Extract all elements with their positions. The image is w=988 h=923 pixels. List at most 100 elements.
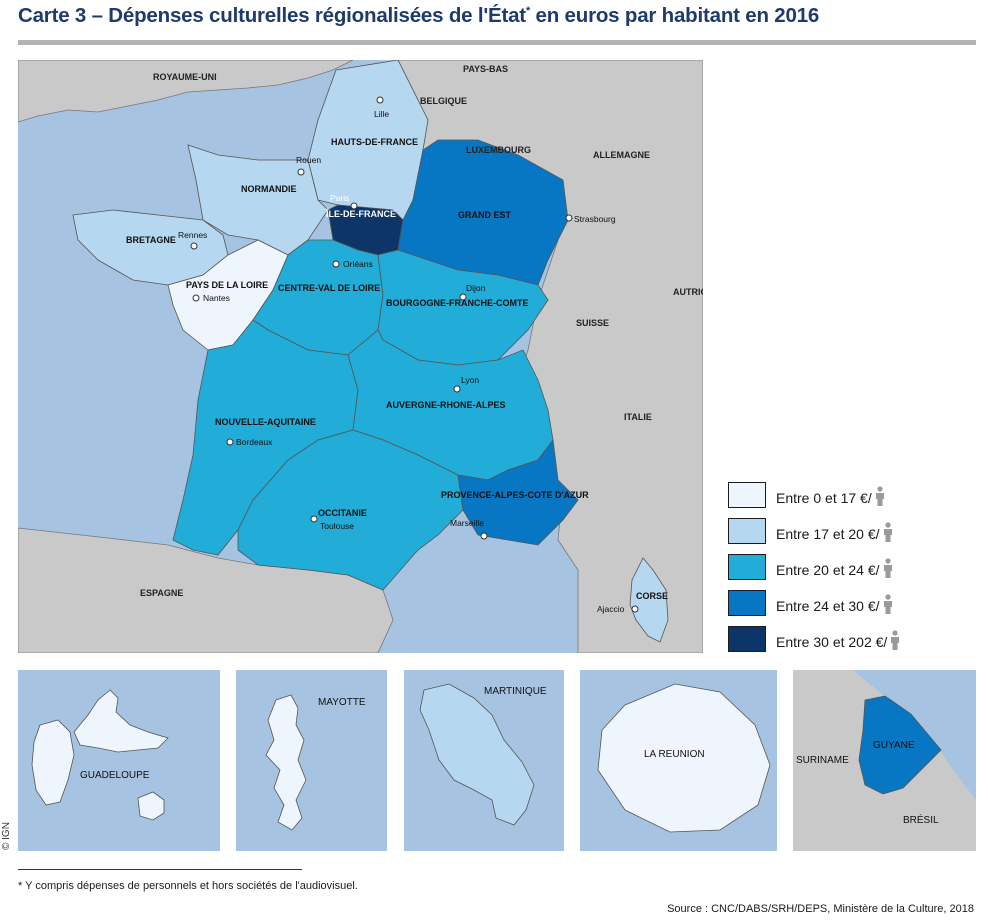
- city-dijon-label: Dijon: [466, 283, 486, 293]
- reunion-shape: [597, 683, 771, 833]
- legend-label: Entre 17 et 20 €/: [776, 526, 880, 542]
- legend-label-wrap: Entre 24 et 30 €/: [776, 594, 894, 614]
- person-icon: [883, 594, 892, 614]
- legend-item-17-20: Entre 17 et 20 €/: [728, 518, 978, 548]
- city-rouen-label: Rouen: [296, 155, 321, 165]
- footnote: * Y compris dépenses de personnels et ho…: [18, 880, 358, 892]
- guyane-shape: [858, 695, 942, 795]
- legend-label: Entre 20 et 24 €/: [776, 562, 880, 578]
- city-orleans-label: Orléans: [343, 259, 373, 269]
- label-ile-de-france: ÎLE-DE-FRANCE: [325, 208, 396, 219]
- city-bordeaux-label: Bordeaux: [236, 437, 273, 447]
- city-ajaccio-label: Ajaccio: [597, 604, 625, 614]
- city-rennes: Rennes: [178, 230, 207, 250]
- city-toulouse: Toulouse: [310, 515, 354, 531]
- label-royaume-uni: ROYAUME-UNI: [153, 72, 217, 82]
- guadeloupe-basse-terre-shape: [31, 719, 75, 806]
- inset-mayotte-label: MAYOTTE: [318, 697, 366, 708]
- legend-label-wrap: Entre 0 et 17 €/: [776, 486, 886, 506]
- title-asterisk: *: [525, 5, 531, 18]
- mayotte-shape: [265, 694, 307, 831]
- label-normandie: NORMANDIE: [241, 184, 297, 194]
- label-pays-de-la-loire: PAYS DE LA LOIRE: [186, 280, 268, 290]
- inset-reunion-label: LA REUNION: [644, 749, 705, 760]
- legend-item-0-17: Entre 0 et 17 €/: [728, 482, 978, 512]
- label-grand-est: GRAND EST: [458, 210, 512, 220]
- legend-label: Entre 24 et 30 €/: [776, 598, 880, 614]
- legend-item-30-202: Entre 30 et 202 €/: [728, 626, 978, 656]
- label-allemagne: ALLEMAGNE: [593, 150, 650, 160]
- copyright: © IGN: [1, 822, 12, 850]
- legend-label: Entre 0 et 17 €/: [776, 490, 872, 506]
- legend-label-wrap: Entre 30 et 202 €/: [776, 630, 901, 650]
- main-map: ROYAUME-UNI PAYS-BAS BELGIQUE LUXEMBOURG…: [18, 60, 703, 653]
- legend-swatch: [728, 554, 766, 580]
- label-hauts-de-france: HAUTS-DE-FRANCE: [331, 137, 418, 147]
- city-strasbourg-label: Strasbourg: [574, 214, 616, 224]
- city-lyon: Lyon: [453, 375, 479, 393]
- footnote-rule: [18, 869, 302, 870]
- label-luxembourg: LUXEMBOURG: [466, 145, 531, 155]
- label-centre-val-de-loire: CENTRE-VAL DE LOIRE: [278, 283, 380, 293]
- label-espagne: ESPAGNE: [140, 588, 183, 598]
- source: Source : CNC/DABS/SRH/DEPS, Ministère de…: [667, 903, 974, 915]
- region-occitanie-shape: [237, 429, 464, 591]
- label-bretagne: BRETAGNE: [126, 235, 176, 245]
- city-bordeaux: Bordeaux: [226, 437, 273, 447]
- inset-guyane: GUYANE SURINAME BRÉSIL: [793, 670, 976, 851]
- label-corse: CORSE: [636, 591, 668, 601]
- inset-sea: [236, 670, 387, 851]
- legend-swatch: [728, 590, 766, 616]
- city-dijon: Dijon: [459, 283, 486, 301]
- city-nantes: Nantes: [192, 293, 230, 303]
- label-autriche: AUTRICHE: [673, 287, 703, 297]
- legend-item-24-30: Entre 24 et 30 €/: [728, 590, 978, 620]
- title-rule: [18, 40, 976, 45]
- label-suisse: SUISSE: [576, 318, 609, 328]
- inset-mayotte: MAYOTTE: [236, 670, 387, 851]
- city-ajaccio: Ajaccio: [597, 604, 639, 614]
- city-marseille-label: Marseille: [450, 518, 484, 528]
- inset-martinique-label: MARTINIQUE: [484, 686, 547, 697]
- city-paris-label: Paris: [330, 193, 349, 203]
- legend-label-wrap: Entre 20 et 24 €/: [776, 558, 894, 578]
- inset-guadeloupe-label: GUADELOUPE: [80, 770, 150, 781]
- city-toulouse-label: Toulouse: [320, 521, 354, 531]
- label-nouvelle-aquitaine: NOUVELLE-AQUITAINE: [215, 417, 316, 427]
- legend-swatch: [728, 518, 766, 544]
- inset-guadeloupe: GUADELOUPE: [18, 670, 220, 851]
- martinique-shape: [419, 683, 535, 826]
- person-icon: [891, 630, 900, 650]
- label-auvergne-rhone-alpes: AUVERGNE-RHONE-ALPES: [386, 400, 506, 410]
- city-lille-label: Lille: [374, 109, 389, 119]
- inset-martinique: MARTINIQUE: [404, 670, 564, 851]
- label-occitanie: OCCITANIE: [318, 508, 367, 518]
- inset-guyane-label: GUYANE: [873, 740, 915, 751]
- city-paris: Paris: [330, 193, 358, 210]
- city-marseille: Marseille: [450, 518, 488, 540]
- guadeloupe-marie-galante-shape: [137, 791, 165, 821]
- region-paca-shape: [457, 438, 579, 546]
- person-icon: [883, 558, 892, 578]
- map-title: Carte 3 – Dépenses culturelles régionali…: [18, 4, 819, 28]
- legend-label-wrap: Entre 17 et 20 €/: [776, 522, 894, 542]
- label-pays-bas: PAYS-BAS: [463, 64, 508, 74]
- city-nantes-label: Nantes: [203, 293, 230, 303]
- label-paca: PROVENCE-ALPES-COTE D'AZUR: [441, 490, 589, 500]
- person-icon: [875, 486, 884, 506]
- city-lyon-label: Lyon: [461, 375, 479, 385]
- country-uk-shape: [18, 60, 354, 123]
- region-corse-shape: [629, 557, 669, 643]
- city-orleans: Orléans: [332, 259, 373, 269]
- legend-label: Entre 30 et 202 €/: [776, 634, 888, 650]
- title-suffix: en euros par habitant en 2016: [530, 4, 820, 27]
- inset-reunion: LA REUNION: [580, 670, 777, 851]
- label-italie: ITALIE: [624, 412, 652, 422]
- city-rouen: Rouen: [296, 155, 321, 176]
- city-strasbourg: Strasbourg: [565, 214, 616, 224]
- legend-swatch: [728, 482, 766, 508]
- inset-bresil-label: BRÉSIL: [903, 813, 939, 826]
- city-rennes-label: Rennes: [178, 230, 207, 240]
- inset-sea: [853, 670, 976, 800]
- guadeloupe-grande-terre-shape: [73, 689, 169, 753]
